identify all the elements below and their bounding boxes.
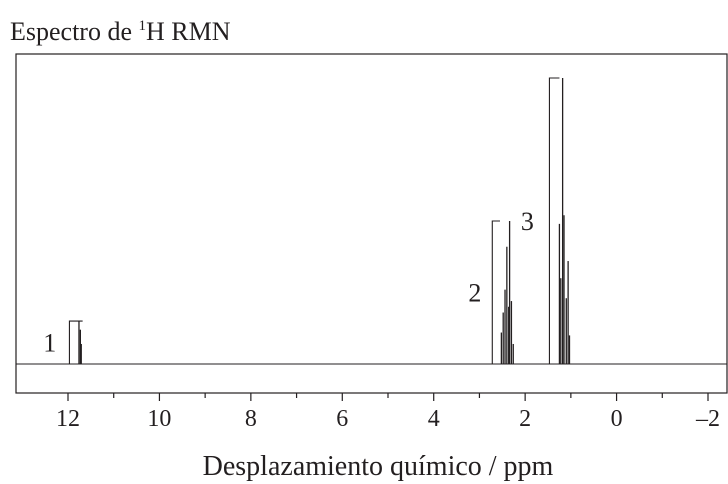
integration-label: 1 [43,329,56,358]
x-axis-tick-labels: 12 10 8 6 4 2 0 –2 [56,406,720,432]
x-tick-label: 6 [336,406,348,432]
integration-label: 2 [468,279,481,308]
integration-label: 3 [521,207,534,236]
title-prefix: Espectro de [10,17,139,46]
integration-curve [486,220,500,365]
x-tick-label: 4 [428,406,440,432]
title-superscript: 1 [139,18,147,34]
integration-curve [543,77,560,365]
integration-curve [63,320,83,365]
x-tick-label: –2 [695,406,720,432]
plot-frame [15,53,728,394]
x-tick-label: 10 [147,406,171,432]
title-suffix: H RMN [146,17,231,46]
x-tick-label: 12 [56,406,80,432]
chart-title: Espectro de 1H RMN [10,17,231,46]
x-axis-label: Desplazamiento químico / ppm [203,451,554,482]
x-tick-label: 0 [611,406,623,432]
integration-curves: 1 2 3 [43,77,560,365]
x-tick-label: 8 [245,406,257,432]
spectrum-peaks [78,78,571,364]
x-axis-ticks [67,393,709,401]
x-tick-label: 2 [519,406,531,432]
